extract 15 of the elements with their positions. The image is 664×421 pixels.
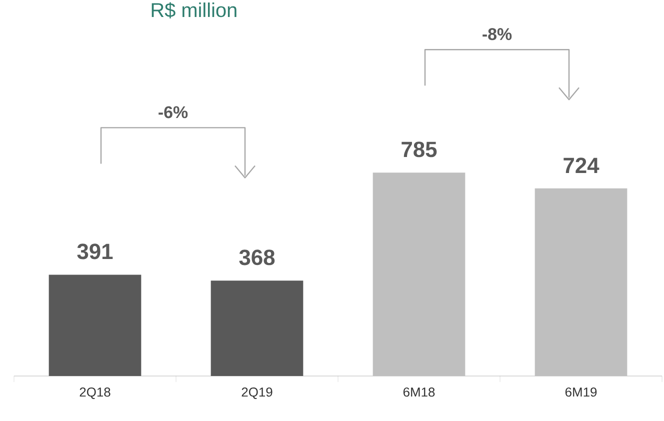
x-tick-label: 2Q18: [80, 387, 110, 399]
x-tick-label: 6M19: [565, 387, 597, 397]
x-tick-label: 2Q19: [242, 387, 272, 399]
text: -6%: [158, 106, 188, 118]
data-label: 391: [77, 244, 113, 260]
data-label: 368: [239, 250, 275, 266]
bar: [48, 274, 142, 376]
bar: [372, 172, 466, 376]
bar: [534, 188, 628, 376]
x-tick-label: 6M18: [403, 387, 435, 397]
chart-title: R$ million: [152, 2, 236, 18]
data-label: 724: [564, 158, 600, 173]
text: -8%: [482, 28, 512, 40]
data-label: 785: [402, 142, 437, 158]
bar: [210, 280, 304, 376]
